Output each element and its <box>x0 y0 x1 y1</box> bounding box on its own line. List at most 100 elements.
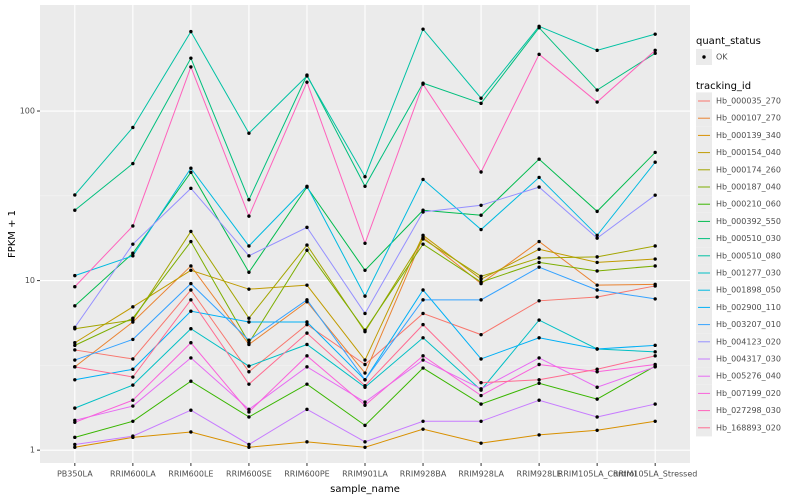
data-point <box>189 170 193 175</box>
data-point <box>595 209 599 214</box>
legend-label: Hb_002900_110 <box>716 303 781 312</box>
data-point <box>189 408 193 412</box>
data-point <box>537 299 541 303</box>
data-point <box>537 336 541 340</box>
data-point <box>305 382 309 386</box>
x-tick-label: RRIM105LA_Control <box>558 470 637 479</box>
legend-label: Hb_000174_260 <box>716 165 781 174</box>
data-point <box>305 354 309 358</box>
data-point <box>189 186 193 191</box>
data-point <box>131 161 135 166</box>
data-point <box>653 282 657 287</box>
legend-label: Hb_000510_030 <box>716 234 781 243</box>
data-point <box>479 277 483 281</box>
data-point <box>247 370 251 374</box>
x-tick-label: RRIM600SE <box>226 470 272 479</box>
data-point <box>595 260 599 265</box>
data-point <box>537 433 541 437</box>
data-point <box>363 362 367 367</box>
data-point <box>73 208 77 212</box>
data-point <box>131 398 135 402</box>
data-point <box>421 242 425 246</box>
data-point <box>247 415 251 419</box>
data-point <box>421 427 425 431</box>
data-point <box>247 382 251 386</box>
data-point <box>479 203 483 208</box>
legend-label: Hb_005276_040 <box>716 372 781 381</box>
data-point <box>247 131 251 135</box>
data-point <box>595 269 599 273</box>
data-point <box>595 48 599 53</box>
data-point <box>73 273 77 278</box>
data-point <box>479 387 483 391</box>
data-point <box>305 322 309 327</box>
data-point <box>189 166 193 170</box>
legend-label: Hb_000107_270 <box>716 114 781 123</box>
data-point <box>479 380 483 385</box>
data-point <box>537 381 541 385</box>
data-point <box>421 27 425 31</box>
data-point <box>479 274 483 279</box>
data-point <box>73 343 77 348</box>
data-point <box>479 227 483 232</box>
data-point <box>421 177 425 182</box>
data-point <box>131 434 135 438</box>
data-point <box>189 356 193 360</box>
data-point <box>305 74 309 78</box>
data-point <box>131 125 135 130</box>
data-point <box>247 364 251 368</box>
data-point <box>479 280 483 284</box>
data-point <box>653 354 657 358</box>
data-point <box>653 160 657 164</box>
data-point <box>653 51 657 56</box>
data-point <box>653 402 657 406</box>
data-point <box>421 233 425 237</box>
data-point <box>421 210 425 214</box>
data-point <box>653 193 657 197</box>
data-point <box>479 441 483 445</box>
data-point <box>247 254 251 258</box>
data-point <box>363 403 367 407</box>
data-point <box>73 341 77 345</box>
data-point <box>363 311 367 316</box>
data-point <box>537 175 541 180</box>
data-point <box>363 440 367 444</box>
x-tick-label: RRIM600PE <box>284 470 330 479</box>
data-point <box>189 298 193 302</box>
data-point <box>537 247 541 251</box>
data-point <box>653 48 657 53</box>
data-point <box>363 371 367 375</box>
data-point <box>653 244 657 248</box>
data-point <box>363 400 367 404</box>
data-point <box>131 254 135 258</box>
data-point <box>73 304 77 308</box>
data-point <box>537 239 541 244</box>
data-point <box>189 309 193 313</box>
data-point <box>131 419 135 423</box>
legend-label: Hb_003207_010 <box>716 320 781 329</box>
data-point <box>479 213 483 217</box>
legend-title: tracking_id <box>696 81 751 92</box>
data-point <box>653 264 657 268</box>
data-point <box>363 423 367 428</box>
data-point <box>131 367 135 371</box>
data-point <box>653 350 657 354</box>
x-tick-label: RRIM928LA <box>458 470 504 479</box>
legend-label: Hb_168893_020 <box>716 423 781 432</box>
data-point <box>363 445 367 449</box>
data-point <box>537 362 541 367</box>
data-point <box>653 32 657 36</box>
data-point <box>73 442 77 447</box>
data-point <box>305 365 309 369</box>
data-point <box>73 435 77 440</box>
data-point <box>247 214 251 218</box>
legend-symbol <box>702 55 706 59</box>
data-point <box>189 288 193 292</box>
data-point <box>305 331 309 335</box>
legend-label: Hb_000510_080 <box>716 251 781 260</box>
data-point <box>537 24 541 29</box>
data-point <box>421 358 425 362</box>
data-point <box>305 407 309 412</box>
data-point <box>479 419 483 423</box>
